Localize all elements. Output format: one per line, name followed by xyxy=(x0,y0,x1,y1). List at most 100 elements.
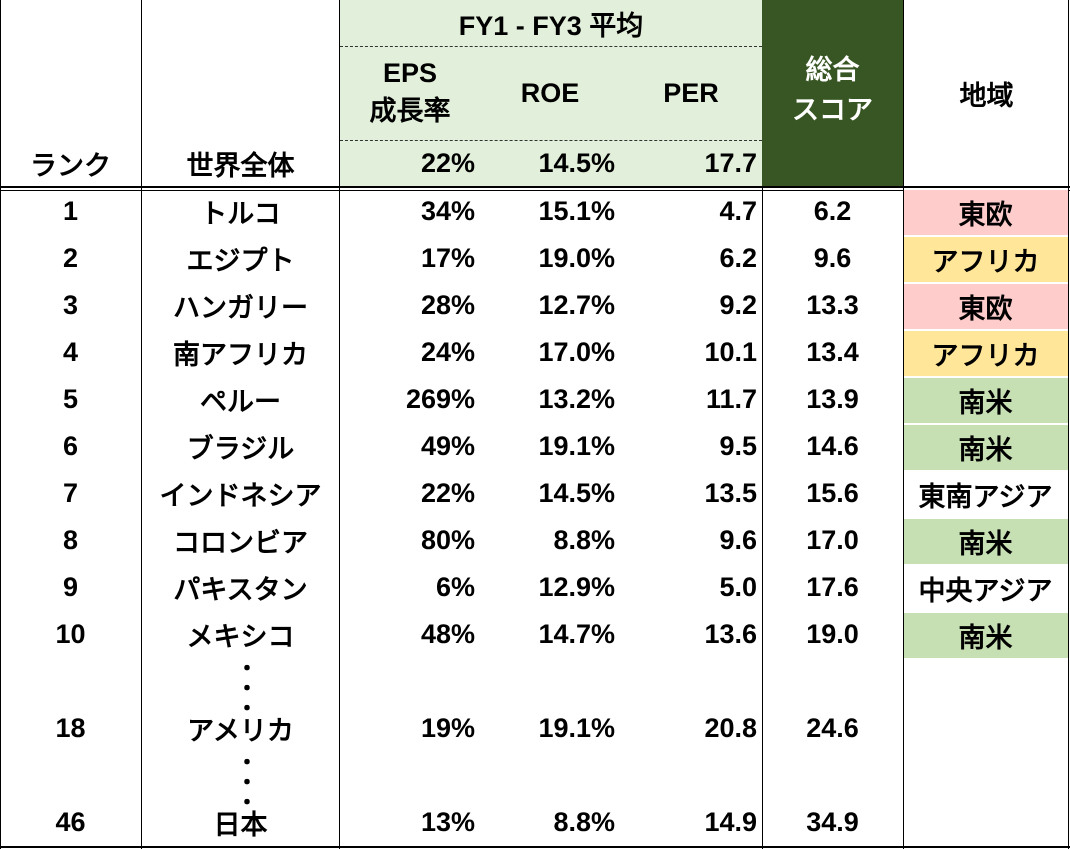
ellipsis-dot: ・ xyxy=(236,696,259,721)
score-header: 総合 スコア xyxy=(762,40,903,140)
score-cell: 17.0 xyxy=(806,525,859,555)
region-cell: 南米 xyxy=(903,378,1068,423)
score-cell: 17.6 xyxy=(806,572,859,602)
eps-cell: 13% xyxy=(420,807,475,837)
region-cell: 中央アジア xyxy=(903,566,1068,611)
roe-cell: 14.5% xyxy=(538,478,615,508)
region-cell xyxy=(903,799,1068,846)
score-cell: 9.6 xyxy=(813,243,852,273)
column-divider xyxy=(0,0,1,849)
per-cell: 20.8 xyxy=(704,713,757,743)
rank-header: ランク xyxy=(30,151,111,181)
world-eps: 22% xyxy=(420,148,475,178)
rank-cell: 46 xyxy=(55,807,86,837)
eps-header-line1: EPS xyxy=(382,58,438,89)
per-cell: 9.2 xyxy=(719,290,757,320)
score-cell: 19.0 xyxy=(806,619,859,649)
roe-cell: 17.0% xyxy=(538,337,615,367)
rank-cell: 7 xyxy=(62,478,79,508)
rank-cell: 9 xyxy=(62,572,79,602)
eps-header-line2: 成長率 xyxy=(369,96,451,126)
eps-growth-header: EPS 成長率 xyxy=(340,46,480,140)
score-cell: 6.2 xyxy=(813,196,852,226)
per-cell: 10.1 xyxy=(704,337,757,367)
per-cell: 13.6 xyxy=(704,619,757,649)
region-header: 地域 xyxy=(959,80,1014,111)
score-header-line1: 総合 xyxy=(805,54,860,85)
dashed-divider xyxy=(340,46,762,47)
country-cell: メキシコ xyxy=(186,622,295,652)
per-cell: 11.7 xyxy=(705,384,757,414)
per-cell: 9.5 xyxy=(719,431,757,461)
country-cell: ブラジル xyxy=(186,434,295,464)
score-cell: 34.9 xyxy=(806,807,859,837)
eps-cell: 24% xyxy=(420,337,475,367)
eps-cell: 269% xyxy=(405,384,475,414)
roe-cell: 13.2% xyxy=(538,384,615,414)
ellipsis-dot: ・ xyxy=(236,676,259,701)
world-per: 17.7 xyxy=(704,148,757,178)
per-cell: 5.0 xyxy=(719,572,757,602)
region-cell: 東南アジア xyxy=(903,472,1068,517)
eps-cell: 48% xyxy=(420,619,475,649)
fy-group-title: FY1 - FY3 平均 xyxy=(458,10,644,41)
score-cell: 13.4 xyxy=(806,337,859,367)
eps-cell: 80% xyxy=(420,525,475,555)
score-cell: 13.3 xyxy=(806,290,859,320)
header-double-line xyxy=(0,186,1070,191)
ellipsis-dot: ・ xyxy=(236,770,259,795)
roe-cell: 19.1% xyxy=(538,431,615,461)
country-cell: ペルー xyxy=(200,387,281,417)
eps-cell: 49% xyxy=(420,431,475,461)
roe-cell: 14.7% xyxy=(538,619,615,649)
eps-cell: 34% xyxy=(420,196,475,226)
roe-cell: 12.7% xyxy=(538,290,615,320)
rank-cell: 6 xyxy=(62,431,79,461)
ellipsis-dot: ・ xyxy=(236,750,259,775)
country-cell: トルコ xyxy=(200,199,281,229)
roe-cell: 19.1% xyxy=(538,713,615,743)
roe-cell: 12.9% xyxy=(538,572,615,602)
region-cell: 南米 xyxy=(903,613,1068,658)
score-header-bg xyxy=(762,0,903,187)
country-cell: コロンビア xyxy=(173,528,308,558)
score-cell: 14.6 xyxy=(806,431,859,461)
region-cell: アフリカ xyxy=(903,237,1068,282)
ellipsis-dot: ・ xyxy=(236,790,259,815)
per-header: PER xyxy=(663,77,719,108)
per-cell: 9.6 xyxy=(719,525,757,555)
roe-cell: 19.0% xyxy=(538,243,615,273)
column-divider xyxy=(762,187,763,849)
eps-cell: 22% xyxy=(420,478,475,508)
country-cell: パキスタン xyxy=(173,575,308,605)
fy-group-header-bg xyxy=(340,0,762,187)
region-cell: 東欧 xyxy=(903,190,1068,235)
country-cell: 南アフリカ xyxy=(173,340,308,370)
roe-header: ROE xyxy=(520,77,580,108)
country-cell: アメリカ xyxy=(187,716,294,746)
country-cell: インドネシア xyxy=(159,481,322,511)
roe-cell: 8.8% xyxy=(553,807,615,837)
per-cell: 13.5 xyxy=(704,478,757,508)
score-header-line2: スコア xyxy=(792,95,873,125)
eps-cell: 28% xyxy=(420,290,475,320)
per-cell: 14.9 xyxy=(704,807,757,837)
column-divider xyxy=(141,0,142,849)
region-cell: アフリカ xyxy=(903,331,1068,376)
score-cell: 13.9 xyxy=(806,384,859,414)
country-cell: ハンガリー xyxy=(173,293,308,323)
rank-cell: 3 xyxy=(62,290,79,320)
column-divider xyxy=(1068,0,1069,849)
region-cell: 東欧 xyxy=(903,284,1068,329)
rank-cell: 10 xyxy=(55,619,86,649)
region-cell: 南米 xyxy=(903,425,1068,470)
roe-cell: 8.8% xyxy=(553,525,615,555)
rank-cell: 1 xyxy=(62,196,79,226)
rank-cell: 2 xyxy=(62,243,79,273)
dashed-divider xyxy=(340,140,762,141)
world-roe: 14.5% xyxy=(538,148,615,178)
rank-cell: 4 xyxy=(62,337,79,367)
per-cell: 6.2 xyxy=(719,243,757,273)
rank-cell: 5 xyxy=(62,384,79,414)
table-bottom-border xyxy=(0,846,1070,848)
